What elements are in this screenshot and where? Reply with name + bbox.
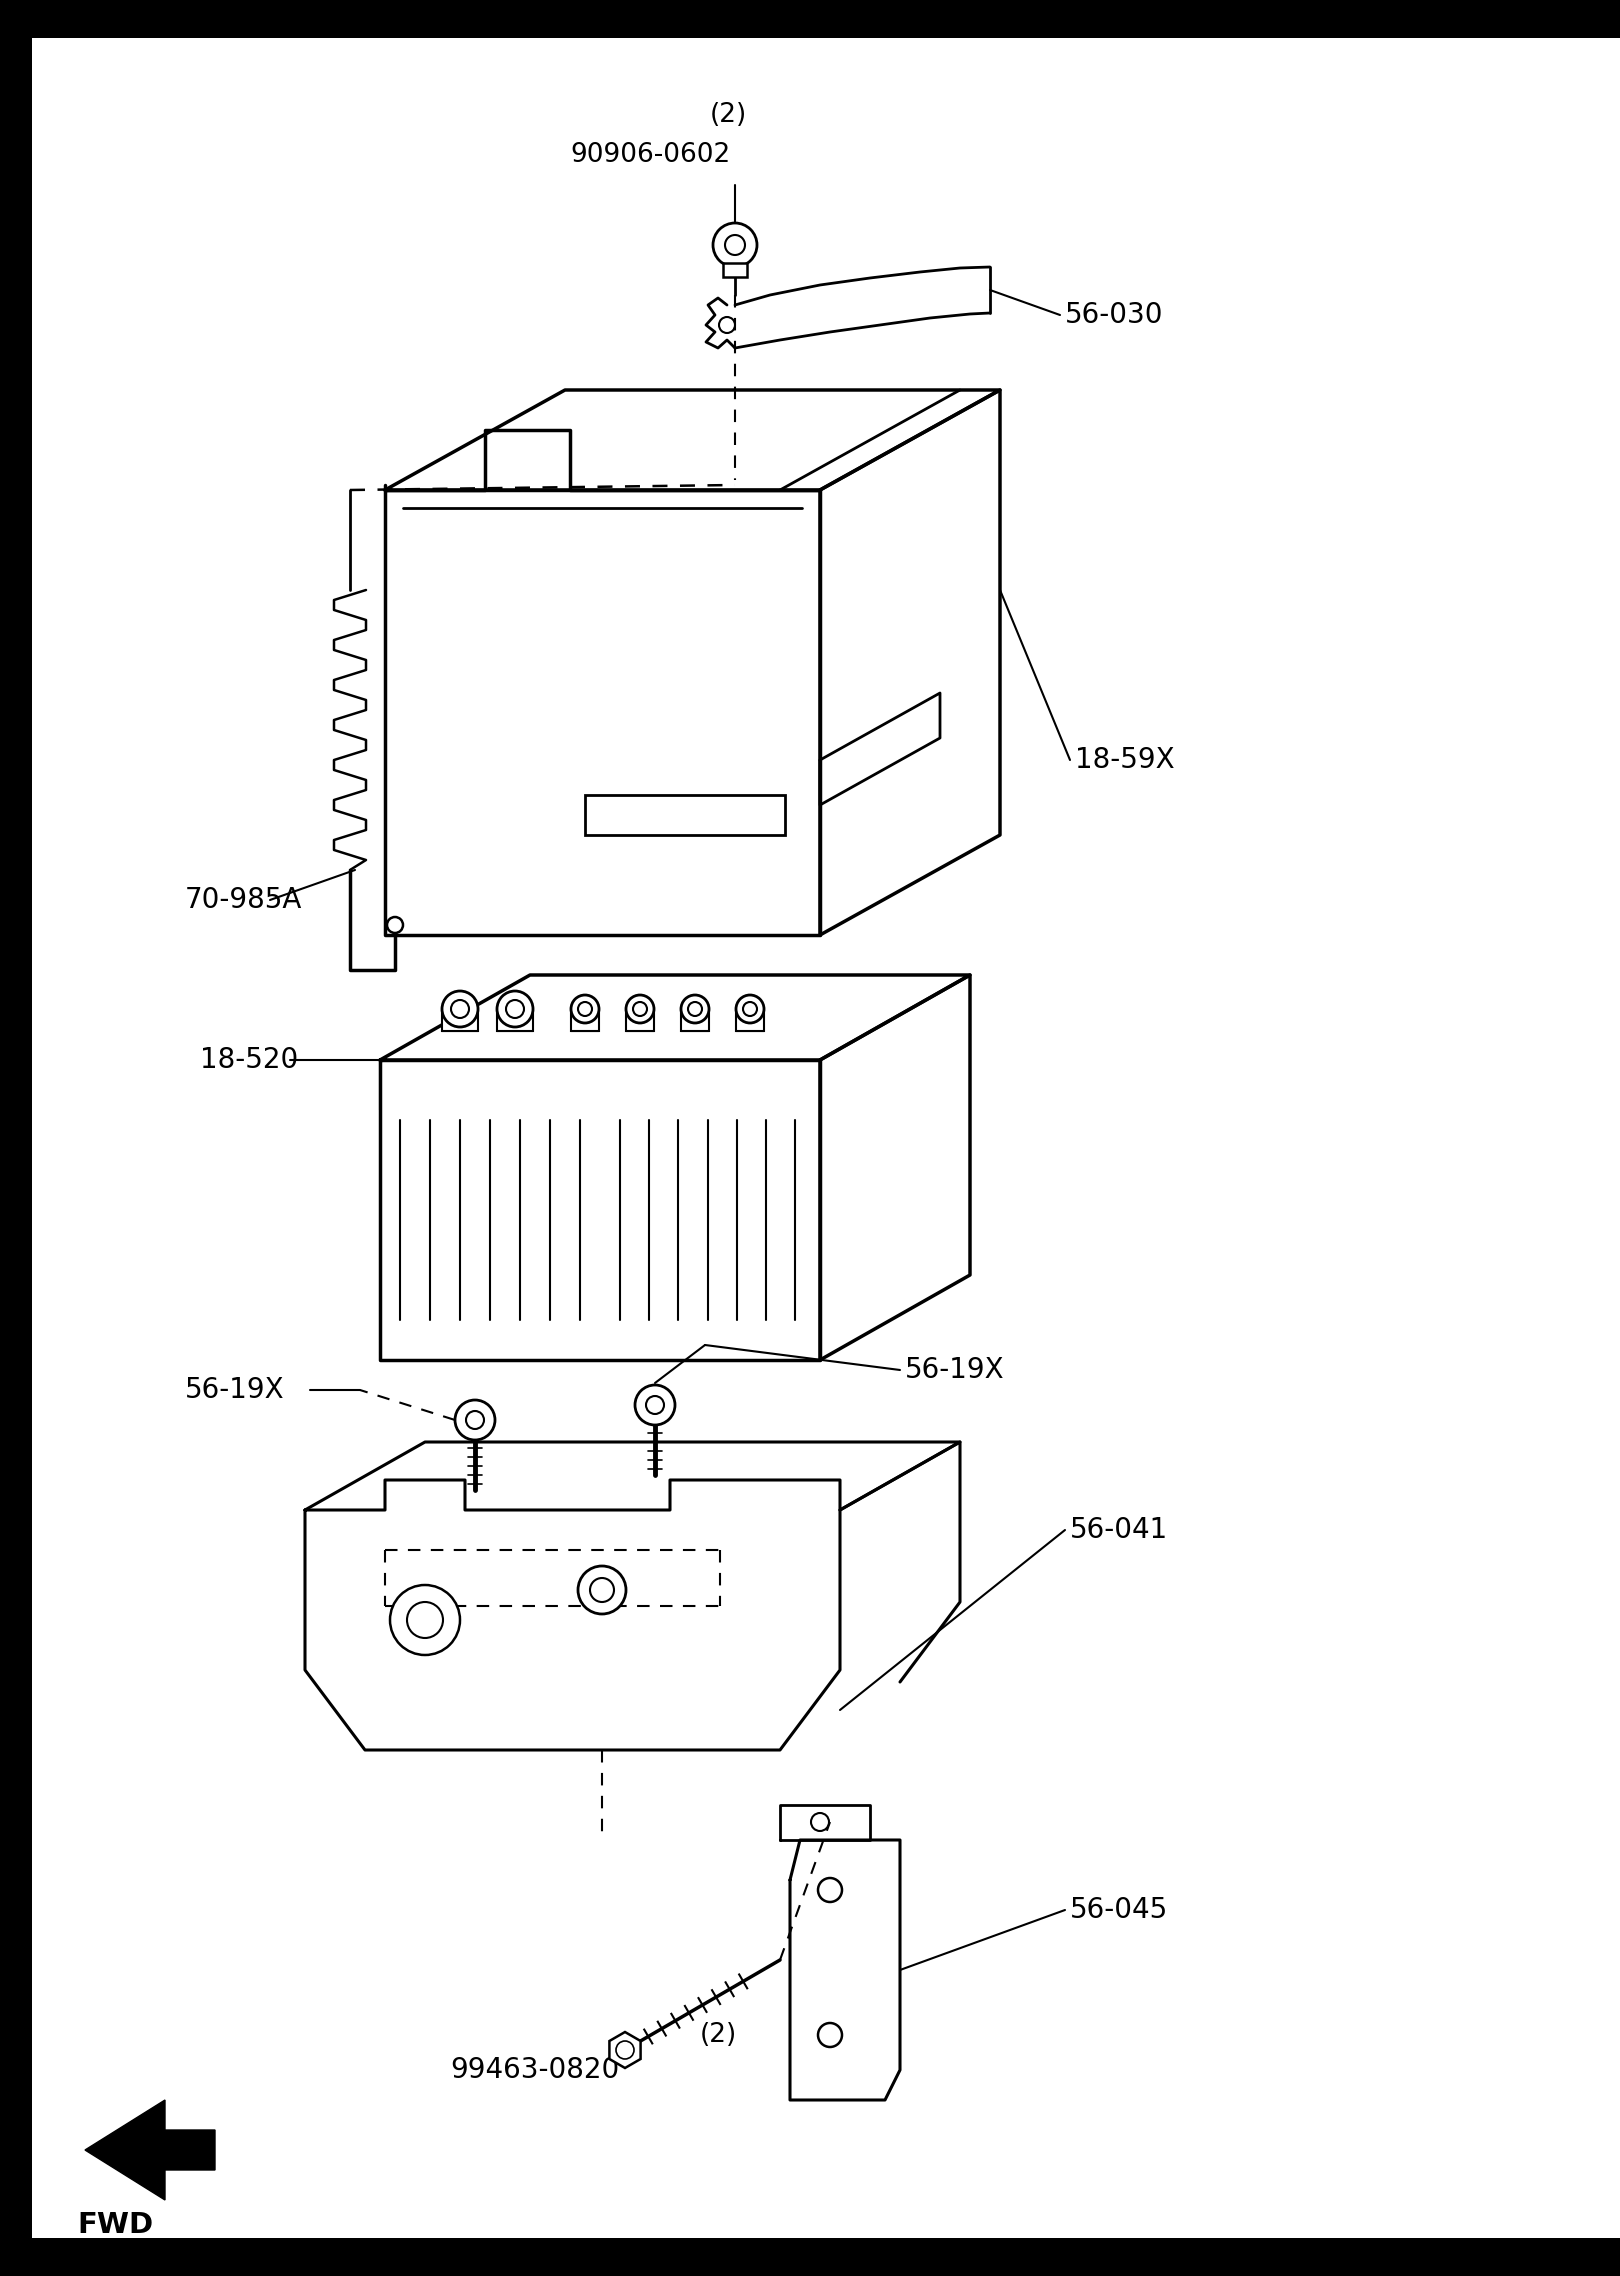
Bar bbox=[0, 0, 1620, 39]
Circle shape bbox=[578, 1001, 591, 1015]
Circle shape bbox=[680, 995, 710, 1022]
Circle shape bbox=[735, 995, 765, 1022]
Circle shape bbox=[688, 1001, 701, 1015]
Text: 56-041: 56-041 bbox=[1069, 1516, 1168, 1543]
Polygon shape bbox=[84, 2101, 215, 2201]
Circle shape bbox=[635, 1386, 676, 1425]
Text: (2): (2) bbox=[710, 102, 747, 127]
Bar bbox=[625, 1008, 654, 1031]
Bar bbox=[0, 0, 32, 2276]
Circle shape bbox=[390, 1584, 460, 1655]
Text: 56-19X: 56-19X bbox=[906, 1356, 1004, 1384]
Text: 56-045: 56-045 bbox=[1069, 1896, 1168, 1923]
Circle shape bbox=[407, 1602, 442, 1639]
Bar bbox=[585, 794, 786, 835]
Text: 56-19X: 56-19X bbox=[185, 1377, 285, 1404]
Text: 99463-0820: 99463-0820 bbox=[450, 2055, 619, 2085]
Text: 56-030: 56-030 bbox=[1064, 300, 1163, 330]
Bar bbox=[570, 1008, 599, 1031]
Text: 90906-0602: 90906-0602 bbox=[570, 141, 731, 168]
Text: FWD: FWD bbox=[76, 2210, 152, 2240]
Circle shape bbox=[578, 1566, 625, 1614]
Text: 18-59X: 18-59X bbox=[1076, 747, 1174, 774]
Text: (2): (2) bbox=[700, 2021, 737, 2048]
Circle shape bbox=[812, 1814, 829, 1830]
Circle shape bbox=[633, 1001, 646, 1015]
Circle shape bbox=[713, 223, 757, 266]
Circle shape bbox=[450, 999, 470, 1017]
Circle shape bbox=[744, 1001, 757, 1015]
Circle shape bbox=[387, 917, 403, 933]
Text: 18-520: 18-520 bbox=[199, 1047, 298, 1074]
Circle shape bbox=[467, 1411, 484, 1429]
Circle shape bbox=[726, 234, 745, 255]
Text: 70-985A: 70-985A bbox=[185, 885, 303, 915]
Circle shape bbox=[616, 2042, 633, 2060]
Bar bbox=[442, 1008, 478, 1031]
Circle shape bbox=[590, 1577, 614, 1602]
Circle shape bbox=[719, 316, 735, 332]
Circle shape bbox=[570, 995, 599, 1022]
Circle shape bbox=[442, 990, 478, 1026]
Circle shape bbox=[625, 995, 654, 1022]
Bar bbox=[0, 2237, 1620, 2276]
Circle shape bbox=[818, 1878, 842, 1903]
Circle shape bbox=[455, 1400, 496, 1441]
Circle shape bbox=[505, 999, 523, 1017]
Bar bbox=[497, 1008, 533, 1031]
Circle shape bbox=[497, 990, 533, 1026]
Polygon shape bbox=[609, 2032, 640, 2069]
Circle shape bbox=[646, 1395, 664, 1413]
Circle shape bbox=[818, 2023, 842, 2046]
Bar bbox=[735, 1008, 765, 1031]
Bar bbox=[680, 1008, 710, 1031]
Bar bbox=[723, 264, 747, 278]
